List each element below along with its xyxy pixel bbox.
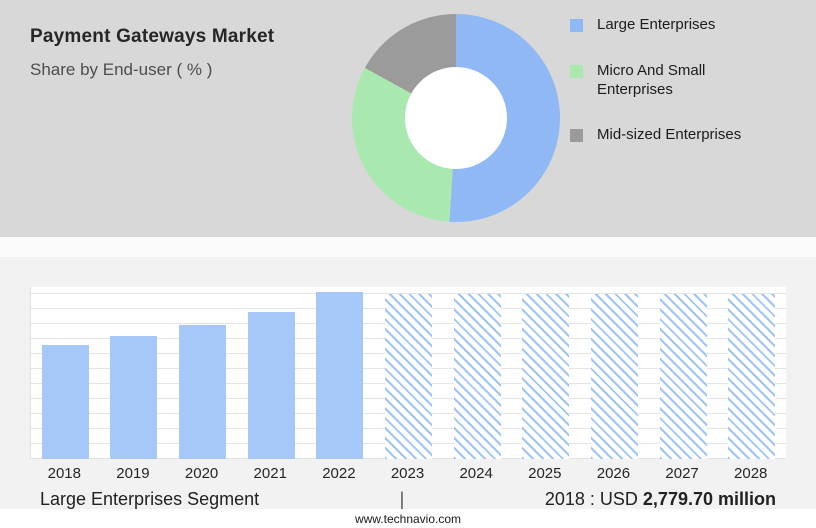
forecast-bar-2027	[659, 293, 707, 459]
caption-value: 2018 : USD 2,779.70 million	[545, 489, 776, 510]
legend-swatch	[570, 64, 583, 78]
caption-separator: |	[399, 488, 405, 509]
bar-slot	[717, 287, 786, 459]
x-axis-label-2018: 2018	[47, 464, 81, 482]
segment-label: Large Enterprises Segment	[40, 488, 260, 509]
bar-slot	[237, 287, 306, 459]
donut-ring	[352, 14, 560, 222]
legend-label: Large Enterprises	[597, 16, 716, 33]
legend-label: Mid-sized Enterprises	[597, 126, 742, 144]
bar-slot	[306, 287, 375, 459]
bar-slot	[168, 287, 237, 459]
x-axis-label-2028: 2028	[734, 464, 768, 482]
x-axis-label-2022: 2022	[322, 464, 356, 482]
x-axis-label-2026: 2026	[596, 464, 631, 482]
legend-swatch	[570, 129, 583, 143]
x-axis-label-2023: 2023	[390, 464, 425, 482]
bar-2022	[316, 292, 364, 459]
bar-slot	[100, 287, 169, 459]
legend: Large Enterprises Micro And Small Enterp…	[570, 16, 762, 145]
legend-swatch	[570, 19, 583, 32]
caption-amount: 2,779.70 million	[642, 488, 776, 509]
forecast-bar-2026	[590, 293, 638, 459]
site-footer: www.technavio.com	[0, 509, 816, 528]
legend-item-micro-small-enterprises: Micro And Small Enterprises	[570, 62, 762, 100]
website-url: www.technavio.com	[354, 511, 462, 526]
caption-prefix: 2018 : USD	[544, 488, 638, 509]
bar-2020	[179, 324, 227, 459]
legend-item-mid-sized-enterprises: Mid-sized Enterprises	[570, 126, 762, 145]
forecast-bar-2028	[728, 293, 776, 459]
forecast-bar-2025	[522, 293, 570, 459]
x-axis-label-2020: 2020	[184, 464, 219, 482]
bar-slot	[649, 287, 718, 459]
x-axis-label-2019: 2019	[116, 464, 150, 482]
x-axis-label-2027: 2027	[665, 464, 699, 482]
bar-slot	[511, 287, 580, 459]
bar-slot	[374, 287, 443, 459]
bar-2018	[41, 345, 89, 459]
bar-slot	[580, 287, 649, 459]
x-axis-label-2025: 2025	[528, 464, 562, 482]
bar-slot	[31, 287, 100, 459]
x-axis-label-2021: 2021	[253, 464, 287, 482]
bar-slot	[443, 287, 512, 459]
legend-label: Micro And Small Enterprises	[597, 61, 706, 98]
page-title: Payment Gateways Market	[30, 26, 275, 47]
page-subtitle: Share by End-user ( % )	[30, 60, 213, 79]
donut-hole	[405, 67, 507, 169]
bar-plot	[30, 287, 786, 459]
legend-item-large-enterprises: Large Enterprises	[570, 16, 762, 35]
bar-2019	[110, 336, 158, 459]
forecast-bar-2023	[385, 293, 433, 459]
donut-chart	[352, 14, 560, 222]
market-forecast-panel: 2018 2019 2020 2021 2022 2023 2024 2025 2026 2027…	[0, 257, 816, 509]
bar-2021	[247, 311, 295, 459]
header: Payment Gateways Market Share by End-use…	[30, 26, 274, 80]
x-axis-label-2024: 2024	[459, 464, 493, 482]
x-axis-labels: 2018 2019 2020 2021 2022 2023 2024 2025 2026 2027…	[30, 461, 785, 485]
forecast-bar-2024	[453, 293, 501, 459]
divider-band	[0, 237, 816, 257]
market-share-panel: Payment Gateways Market Share by End-use…	[0, 0, 816, 237]
caption-row: Large Enterprises Segment | 2018 : USD 2…	[0, 489, 816, 509]
